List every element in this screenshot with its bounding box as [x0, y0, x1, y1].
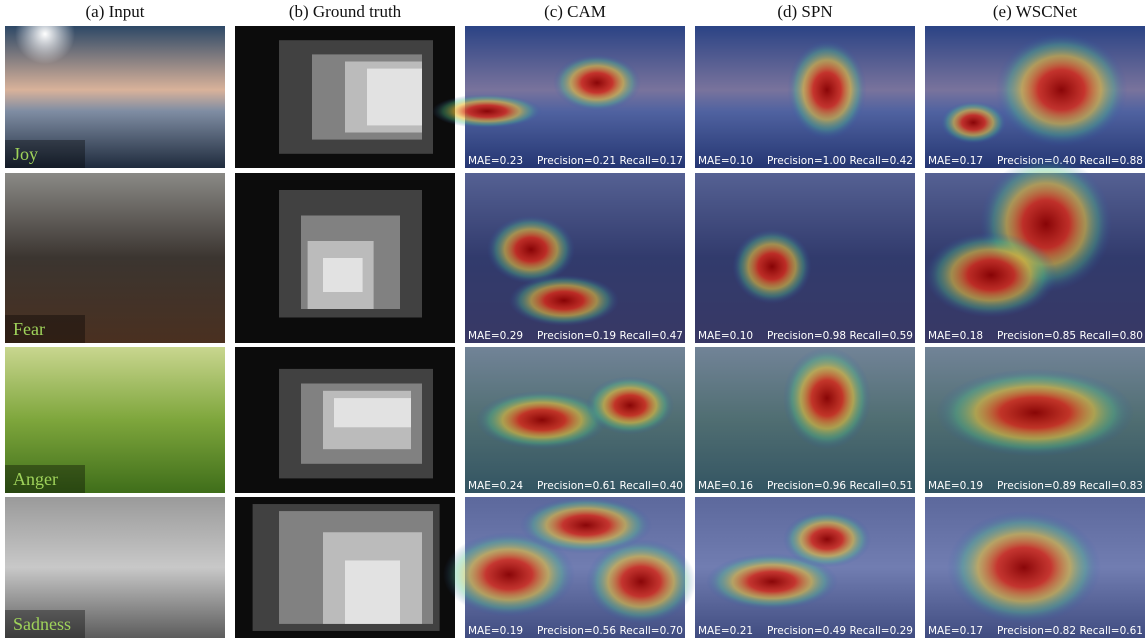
heat-spot	[553, 54, 641, 112]
heat-spot	[520, 497, 652, 554]
metric-recall: Recall=0.88	[1079, 155, 1143, 167]
metric-recall: Recall=0.59	[849, 330, 913, 342]
emotion-label: Anger	[13, 469, 58, 489]
metric-mae: MAE=0.24	[468, 480, 523, 492]
metric-precision: Precision=0.61	[537, 480, 616, 492]
label-box	[5, 465, 85, 493]
metric-recall: Recall=0.17	[619, 155, 683, 167]
metric-precision: Precision=0.96	[767, 480, 846, 492]
gt-box	[367, 68, 422, 126]
column-header: (b) Ground truth	[289, 2, 402, 21]
metric-precision: Precision=0.49	[767, 625, 846, 637]
metric-mae: MAE=0.23	[468, 155, 523, 167]
metric-precision: Precision=0.89	[997, 480, 1076, 492]
metric-mae: MAE=0.18	[928, 330, 983, 342]
metric-mae: MAE=0.17	[928, 625, 983, 637]
heat-spot	[783, 347, 871, 450]
metric-mae: MAE=0.10	[698, 330, 753, 342]
metric-precision: Precision=0.56	[537, 625, 616, 637]
metric-precision: Precision=0.21	[537, 155, 616, 167]
heat-spot	[936, 368, 1134, 457]
heat-spot	[787, 40, 867, 140]
sun	[15, 4, 75, 64]
emotion-label: Sadness	[13, 614, 71, 634]
metric-recall: Recall=0.83	[1079, 480, 1143, 492]
heat-spot	[995, 33, 1128, 147]
gt-box	[279, 190, 422, 318]
column-header: (a) Input	[85, 2, 144, 21]
heat-spot	[586, 539, 696, 624]
metric-mae: MAE=0.21	[698, 625, 753, 637]
metric-recall: Recall=0.61	[1079, 625, 1143, 637]
heat-spot	[947, 511, 1101, 624]
metric-mae: MAE=0.29	[468, 330, 523, 342]
label-box	[5, 315, 85, 343]
metric-precision: Precision=1.00	[767, 155, 846, 167]
metric-recall: Recall=0.47	[619, 330, 683, 342]
heat-spot	[432, 94, 542, 129]
gt-box	[334, 398, 411, 428]
input-image	[5, 497, 225, 638]
metric-precision: Precision=0.98	[767, 330, 846, 342]
heat-spot	[732, 229, 812, 304]
metric-recall: Recall=0.51	[849, 480, 913, 492]
metric-mae: MAE=0.10	[698, 155, 753, 167]
metric-recall: Recall=0.29	[849, 625, 913, 637]
label-box	[5, 610, 85, 638]
heat-spot	[586, 376, 674, 435]
metric-mae: MAE=0.19	[928, 480, 983, 492]
gt-box	[345, 560, 400, 624]
gt-box	[323, 258, 363, 292]
heat-spot	[706, 553, 838, 610]
metric-mae: MAE=0.16	[698, 480, 753, 492]
heat-spot	[925, 232, 1057, 318]
metric-recall: Recall=0.80	[1079, 330, 1143, 342]
emotion-label: Fear	[13, 319, 45, 339]
metric-recall: Recall=0.40	[619, 480, 683, 492]
metric-mae: MAE=0.19	[468, 625, 523, 637]
heat-spot	[783, 511, 871, 568]
metric-precision: Precision=0.19	[537, 330, 616, 342]
heat-spot	[487, 215, 575, 284]
column-header: (d) SPN	[777, 2, 832, 21]
input-image	[5, 173, 225, 343]
heat-spot	[509, 275, 619, 326]
metric-mae: MAE=0.17	[928, 155, 983, 167]
metric-precision: Precision=0.82	[997, 625, 1076, 637]
heat-spot	[476, 390, 608, 450]
column-header: (e) WSCNet	[993, 2, 1077, 21]
metric-recall: Recall=0.70	[619, 625, 683, 637]
input-image	[5, 347, 225, 493]
emotion-label: Joy	[13, 144, 38, 164]
metric-recall: Recall=0.42	[849, 155, 913, 167]
heat-spot	[940, 101, 1007, 144]
metric-precision: Precision=0.85	[997, 330, 1076, 342]
label-box	[5, 140, 85, 168]
heat-spot	[443, 532, 575, 617]
column-header: (c) CAM	[544, 2, 606, 21]
